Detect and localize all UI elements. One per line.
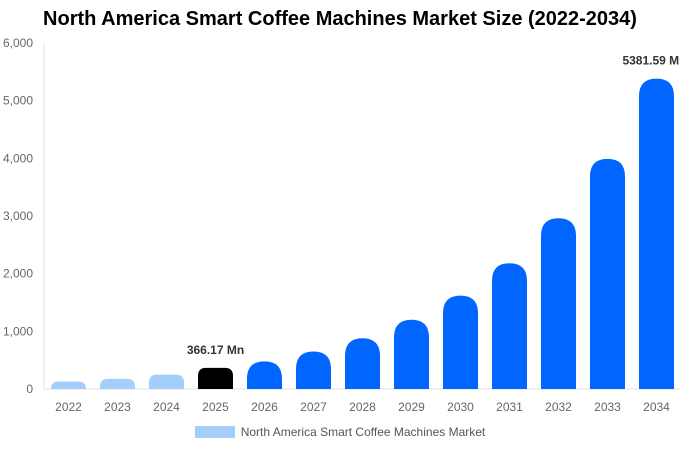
bar: [394, 319, 429, 389]
x-tick-label: 2026: [251, 400, 278, 414]
data-label: 5381.59 Mn: [622, 54, 680, 68]
x-tick-label: 2031: [496, 400, 523, 414]
bar: [198, 367, 233, 389]
bar: [639, 78, 674, 389]
x-tick-label: 2027: [300, 400, 327, 414]
bar: [100, 378, 135, 389]
x-tick-label: 2024: [153, 400, 180, 414]
y-tick-label: 2,000: [3, 267, 33, 281]
bar: [541, 218, 576, 389]
bar: [492, 263, 527, 389]
y-tick-label: 1,000: [3, 324, 33, 338]
legend-swatch: [194, 426, 235, 438]
x-tick-label: 2022: [55, 400, 82, 414]
y-tick-label: 6,000: [3, 36, 33, 50]
y-tick-label: 5,000: [3, 94, 33, 108]
x-tick-label: 2032: [545, 400, 572, 414]
chart-title: North America Smart Coffee Machines Mark…: [43, 8, 637, 30]
bar: [345, 338, 380, 389]
x-tick-label: 2033: [594, 400, 621, 414]
legend-label: North America Smart Coffee Machines Mark…: [240, 425, 486, 439]
bar: [590, 158, 625, 389]
y-tick-label: 0: [26, 382, 33, 396]
data-label: 366.17 Mn: [187, 343, 244, 357]
y-tick-label: 4,000: [3, 151, 33, 165]
y-tick-label: 3,000: [3, 209, 33, 223]
x-tick-label: 2023: [104, 400, 131, 414]
x-tick-label: 2028: [349, 400, 376, 414]
bar: [443, 295, 478, 389]
x-tick-label: 2025: [202, 400, 229, 414]
x-tick-label: 2030: [447, 400, 474, 414]
x-tick-label: 2029: [398, 400, 425, 414]
bar: [247, 361, 282, 389]
bar: [51, 381, 86, 389]
bar: [149, 374, 184, 389]
bar: [296, 351, 331, 389]
x-tick-label: 2034: [643, 400, 670, 414]
legend: North America Smart Coffee Machines Mark…: [0, 425, 680, 439]
